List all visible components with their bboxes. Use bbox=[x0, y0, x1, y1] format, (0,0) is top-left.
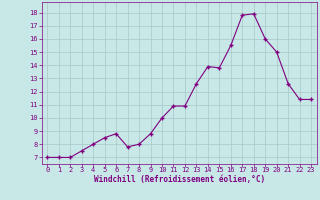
X-axis label: Windchill (Refroidissement éolien,°C): Windchill (Refroidissement éolien,°C) bbox=[94, 175, 265, 184]
